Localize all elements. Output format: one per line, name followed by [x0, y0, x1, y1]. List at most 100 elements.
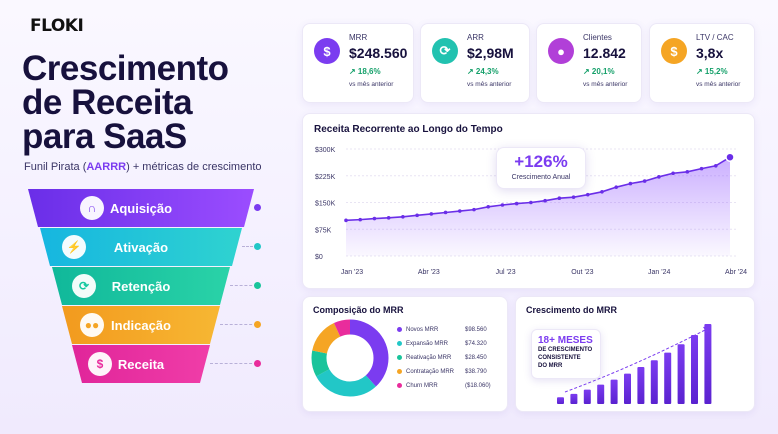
y-tick-label: $225K [315, 174, 336, 181]
data-point [415, 213, 419, 218]
growth-callout: +126% Crescimento Anual [496, 147, 586, 189]
data-point [529, 200, 533, 205]
kpi-delta: ↗ 20,1% [583, 67, 615, 76]
pie-slice [311, 319, 389, 397]
funnel-stage-ativacao[interactable]: ⚡ Ativação [40, 228, 242, 266]
bar [677, 344, 685, 404]
data-point [557, 196, 562, 201]
revenue-chart-title: Receita Recorrente ao Longo do Tempo [314, 124, 503, 135]
kpi-card-mrr[interactable]: $ MRR $248.560 ↗ 18,6% vs mês anterior [302, 23, 414, 103]
streak-label: CONSISTENTE [538, 355, 581, 361]
kpi-label: MRR [349, 33, 368, 42]
funnel-stage-label: Indicação [111, 317, 171, 333]
legend-value: $98.560 [465, 327, 487, 333]
data-point [713, 163, 718, 168]
legend-label: Novos MRR [406, 327, 439, 334]
kpi-card-ltv-cac[interactable]: $ LTV / CAC 3,8x ↗ 15,2% vs mês anterior [649, 23, 755, 103]
magnet-icon: ∩ [80, 196, 104, 220]
pirate-funnel: ∩ Aquisição ⚡ Ativação ⟳ Retenção ●● Ind… [0, 185, 278, 395]
kpi-foot: vs mês anterior [467, 81, 512, 88]
data-point [585, 192, 590, 197]
funnel-dot [254, 360, 261, 367]
bar [650, 360, 658, 404]
refresh-icon: ⟳ [432, 38, 458, 64]
funnel-dot [254, 321, 261, 328]
legend-value: $38.790 [465, 369, 487, 375]
data-point [671, 171, 675, 176]
legend-item: Churn MRR [397, 383, 438, 389]
pie-slice [311, 319, 389, 397]
kpi-label: Clientes [583, 33, 612, 42]
funnel-stage-indicacao[interactable]: ●● Indicação [62, 306, 220, 344]
data-point [685, 170, 690, 174]
kpi-value: $2,98M [467, 45, 514, 61]
data-point [571, 195, 576, 199]
funnel-stage-aquisicao[interactable]: ∩ Aquisição [28, 189, 254, 227]
data-point [358, 217, 363, 222]
bar [637, 366, 645, 404]
kpi-value: $248.560 [349, 45, 408, 61]
revenue-chart: $0 $75K $150K $225K $300K Jan '23 Abr '23 Jul '… [315, 147, 747, 276]
refresh-icon: ⟳ [72, 274, 96, 298]
kpi-delta: ↗ 24,3% [467, 67, 499, 76]
data-point [543, 198, 547, 203]
streak-label: DO MRR [538, 363, 563, 369]
kpi-card-clientes[interactable]: ● Clientes 12.842 ↗ 20,1% vs mês anterio… [536, 23, 642, 103]
kpi-value: 12.842 [583, 45, 626, 61]
streak-label: DE CRESCIMENTO [538, 347, 593, 353]
dollar-icon: $ [661, 38, 687, 64]
data-point [600, 190, 604, 194]
bar [664, 352, 672, 404]
data-point [614, 185, 619, 189]
legend-value: $74.320 [465, 341, 487, 347]
pie-slice [311, 319, 389, 397]
x-tick-label: Abr '23 [418, 269, 440, 276]
data-point [628, 181, 633, 186]
data-point [443, 210, 448, 215]
growth-streak-badge: 18+ MESES DE CRESCIMENTO CONSISTENTE DO … [531, 329, 601, 379]
kpi-delta: ↗ 18,6% [349, 67, 381, 76]
kpi-label: LTV / CAC [696, 33, 734, 42]
x-tick-label: Jul '23 [496, 269, 516, 276]
funnel-stage-label: Receita [117, 356, 165, 372]
legend-item: Reativação MRR [397, 355, 451, 361]
data-point [486, 204, 491, 209]
subtitle-highlight: AARRR [86, 161, 127, 173]
subtitle-after: ) + métricas de crescimento [126, 161, 262, 173]
kpi-label: ARR [467, 33, 484, 42]
data-point [401, 214, 405, 219]
funnel-stage-label: Aquisição [109, 200, 173, 216]
legend-swatch [397, 327, 402, 332]
title-line: para SaaS [22, 117, 187, 156]
funnel-stage-label: Ativação [113, 239, 169, 255]
streak-value: 18+ MESES [538, 335, 593, 346]
user-icon: ● [548, 38, 574, 64]
mrr-growth-title: Crescimento do MRR [526, 305, 618, 315]
legend-swatch [397, 355, 402, 360]
callout-value: +126% [514, 152, 568, 171]
y-tick-label: $75K [315, 227, 332, 234]
legend-label: Expansão MRR [406, 341, 449, 348]
funnel-stage-receita[interactable]: $ Receita [72, 345, 210, 383]
data-point [386, 216, 391, 220]
funnel-stage-label: Retenção [111, 278, 171, 294]
x-tick-label: Jan '23 [341, 269, 363, 276]
data-point [472, 207, 476, 212]
subtitle-before: Funil Pirata ( [24, 161, 87, 173]
kpi-foot: vs mês anterior [583, 81, 628, 88]
y-tick-label: $150K [315, 201, 336, 208]
y-tick-label: $300K [315, 147, 336, 154]
mrr-composition-title: Composição do MRR [313, 305, 404, 315]
lightning-icon: ⚡ [62, 235, 86, 259]
data-point [725, 152, 735, 162]
area-fill [346, 157, 730, 256]
legend-value: $28.450 [465, 355, 487, 361]
x-tick-label: Abr '24 [725, 269, 747, 276]
mrr-growth-bar-chart [557, 324, 712, 404]
funnel-stage-retencao[interactable]: ⟳ Retenção [52, 267, 230, 305]
kpi-delta: ↗ 15,2% [696, 67, 728, 76]
kpi-card-arr[interactable]: ⟳ ARR $2,98M ↗ 24,3% vs mês anterior [420, 23, 530, 103]
legend-swatch [397, 341, 402, 346]
dollar-icon: $ [88, 352, 112, 376]
subtitle: Funil Pirata (AARRR) + métricas de cresc… [24, 161, 262, 173]
